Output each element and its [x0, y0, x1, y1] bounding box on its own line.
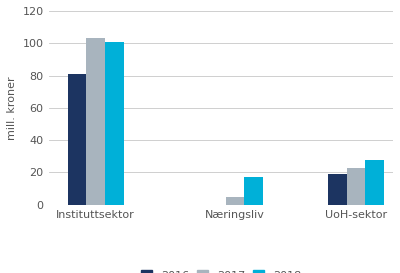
Bar: [365, 159, 384, 205]
Bar: [346, 168, 365, 205]
Bar: [226, 197, 244, 205]
Bar: [244, 177, 263, 205]
Bar: [105, 41, 124, 205]
Bar: [86, 38, 105, 205]
Legend: 2016, 2017, 2018: 2016, 2017, 2018: [141, 271, 301, 273]
Bar: [68, 74, 86, 205]
Y-axis label: mill. kroner: mill. kroner: [7, 76, 17, 140]
Bar: [328, 174, 346, 205]
